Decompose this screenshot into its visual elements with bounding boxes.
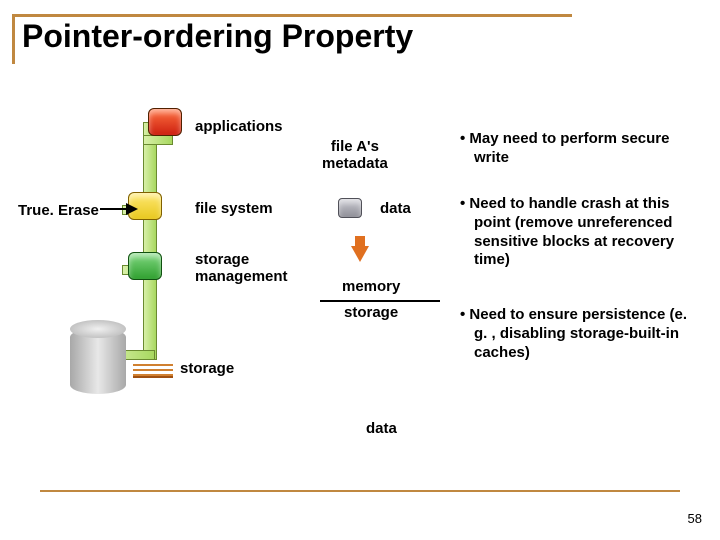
block-storage-mgmt — [128, 252, 162, 280]
block-data-1 — [338, 198, 362, 218]
storage-hatch — [133, 364, 173, 378]
label-data-2: data — [366, 420, 397, 437]
memory-storage-line — [320, 300, 440, 302]
label-storage-mid: storage — [344, 304, 398, 321]
bullet-group-1: May need to perform secure write — [460, 130, 700, 172]
bullet-persistence: Need to ensure persistence (e. g. , disa… — [460, 306, 700, 362]
stack-bus-vertical — [143, 122, 157, 360]
footer-divider — [40, 490, 680, 492]
page-title: Pointer-ordering Property — [22, 18, 413, 55]
arrow-true-erase — [100, 198, 138, 220]
label-file-a-metadata: file A's metadata — [322, 138, 388, 173]
page-number: 58 — [688, 511, 702, 526]
bus-stub-apps — [143, 135, 173, 145]
block-applications — [148, 108, 182, 136]
label-true-erase: True. Erase — [18, 202, 99, 219]
bullet-group-2: Need to handle crash at this point (remo… — [460, 195, 700, 274]
label-applications: applications — [195, 118, 283, 135]
arrow-down-1 — [351, 246, 369, 262]
label-filesystem: file system — [195, 200, 273, 217]
bullet-crash-handle: Need to handle crash at this point (remo… — [460, 195, 700, 270]
arrow-stem-1 — [355, 236, 365, 246]
bullet-group-3: Need to ensure persistence (e. g. , disa… — [460, 306, 700, 366]
label-storage-mgmt: storage management — [195, 252, 288, 285]
label-memory: memory — [342, 278, 400, 295]
cylinder-storage — [70, 328, 126, 394]
label-storage: storage — [180, 360, 234, 377]
bullet-secure-write: May need to perform secure write — [460, 130, 700, 168]
label-data-1: data — [380, 200, 411, 217]
